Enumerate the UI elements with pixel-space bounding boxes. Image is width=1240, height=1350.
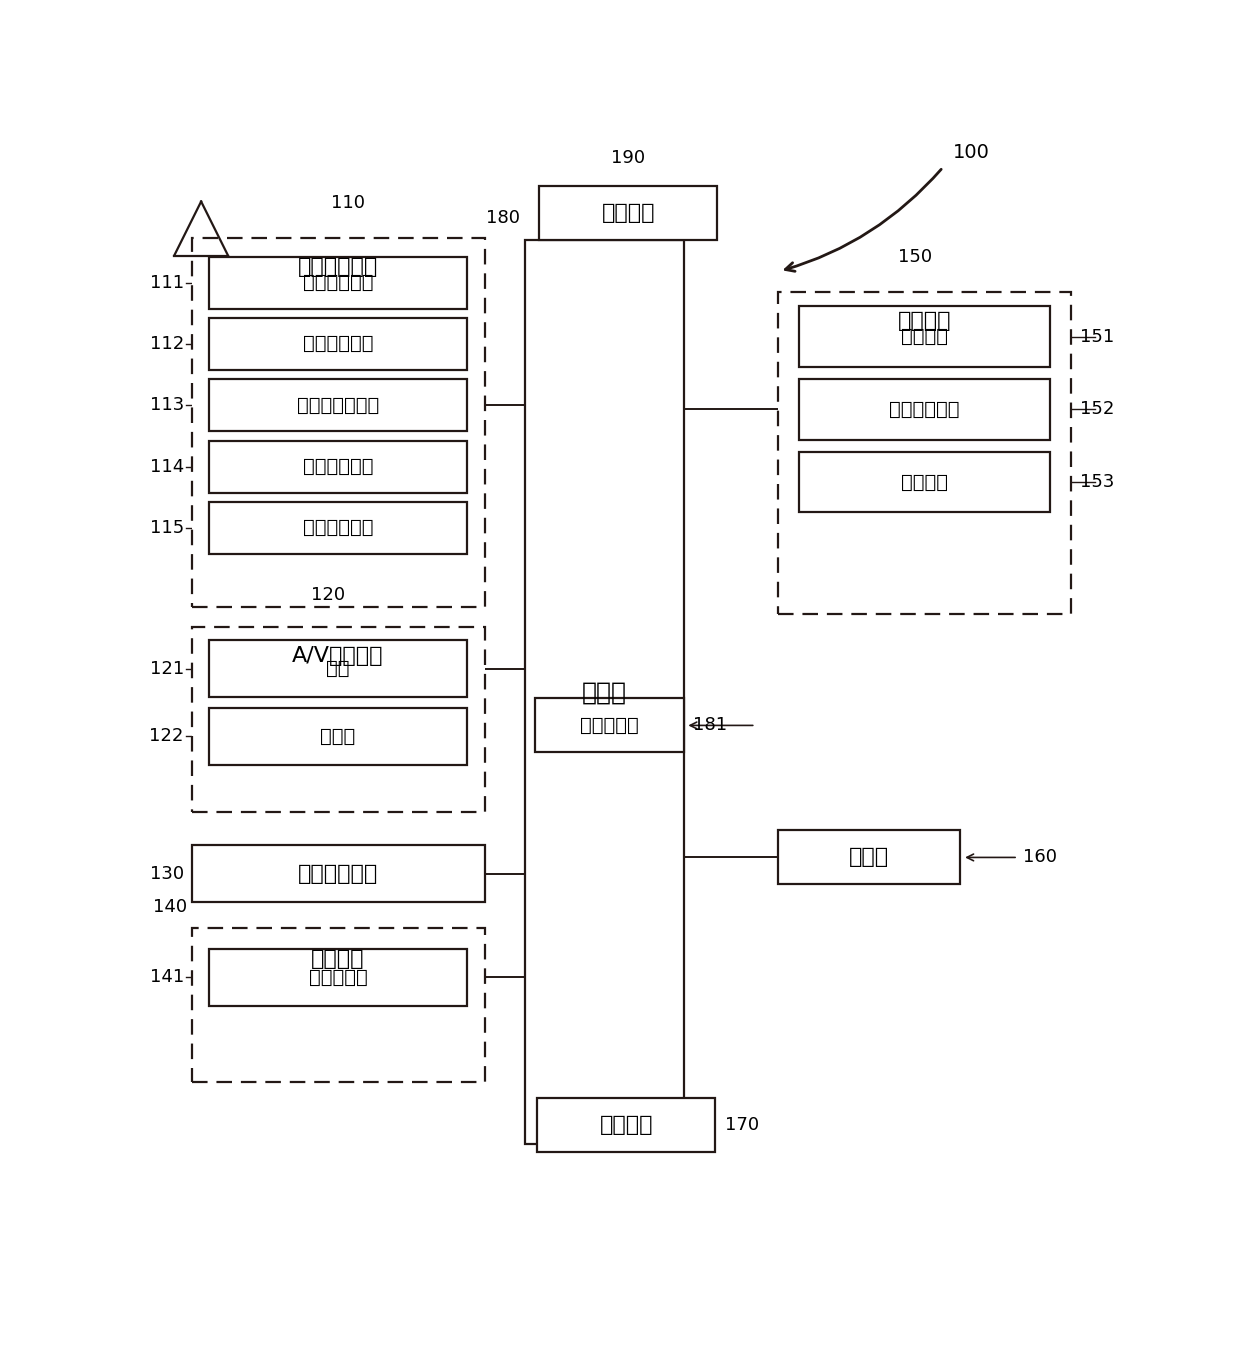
Text: 112: 112 [150,335,184,352]
Bar [208,319,467,370]
Text: 110: 110 [331,194,365,212]
Text: 114: 114 [150,458,184,475]
Text: 180: 180 [486,209,521,228]
Text: 120: 120 [311,586,346,603]
Text: 130: 130 [150,864,184,883]
Text: 160: 160 [1023,848,1056,867]
Text: 170: 170 [725,1115,759,1134]
Text: 150: 150 [898,248,931,266]
Text: 照相: 照相 [326,659,350,678]
Text: 115: 115 [150,518,184,537]
Text: 100: 100 [952,143,990,162]
Text: 122: 122 [150,728,184,745]
Text: 广播接收模块: 广播接收模块 [303,273,373,292]
Text: 移动通信模块: 移动通信模块 [303,335,373,354]
Bar [208,640,467,698]
Bar [191,845,485,902]
Text: 181: 181 [693,717,728,734]
Bar [208,256,467,309]
Bar [208,502,467,554]
Text: 111: 111 [150,274,184,292]
Text: 152: 152 [1080,401,1115,418]
Bar [539,186,717,240]
Bar [799,452,1050,512]
Bar [191,238,485,608]
Text: 接近传感器: 接近传感器 [309,968,367,987]
Text: 140: 140 [153,898,187,915]
Bar [799,306,1050,367]
Bar [799,379,1050,440]
Text: 感测单元: 感测单元 [311,949,365,969]
Bar [208,440,467,493]
Text: 警报单元: 警报单元 [900,472,947,491]
Text: 输出单元: 输出单元 [898,310,951,331]
Text: 音频输出模块: 音频输出模块 [889,400,960,418]
Bar [208,707,467,765]
Bar [191,626,485,811]
Text: 接口单元: 接口单元 [600,1115,653,1134]
Text: 控制器: 控制器 [582,680,626,705]
Text: 显示单元: 显示单元 [900,327,947,346]
Text: 141: 141 [150,968,184,987]
Text: 113: 113 [150,397,184,414]
Bar [208,379,467,431]
Bar [777,292,1071,614]
Text: A/V输入单元: A/V输入单元 [293,645,384,666]
Text: 153: 153 [1080,472,1115,491]
Text: 无线通信单元: 无线通信单元 [298,256,378,277]
Text: 麦克风: 麦克风 [320,726,356,745]
Bar [525,240,683,1145]
Text: 存储器: 存储器 [849,848,889,868]
Text: 位置信息模块: 位置信息模块 [303,518,373,537]
Text: 短程通信模块: 短程通信模块 [303,458,373,477]
Text: 用户输入单元: 用户输入单元 [298,864,378,883]
Text: 121: 121 [150,660,184,678]
Text: 多媒体模块: 多媒体模块 [579,716,639,734]
Bar [777,830,960,884]
Bar [208,949,467,1006]
Text: 无线互联网模块: 无线互联网模块 [296,396,379,414]
Text: 151: 151 [1080,328,1115,346]
Text: 190: 190 [611,150,645,167]
Text: 电源单元: 电源单元 [601,202,655,223]
Bar [191,927,485,1081]
Bar [534,698,683,752]
Bar [537,1098,715,1152]
